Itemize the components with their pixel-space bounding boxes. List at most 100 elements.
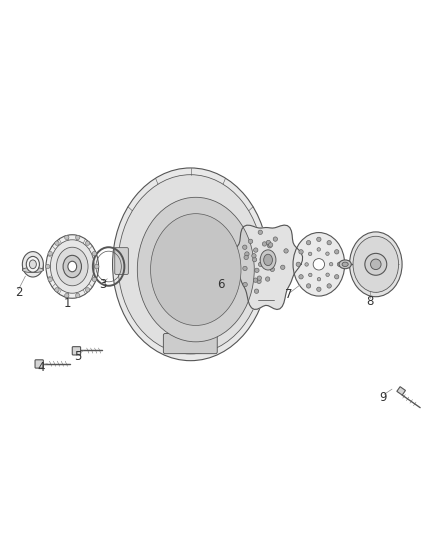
Circle shape — [306, 284, 311, 288]
Ellipse shape — [26, 256, 39, 272]
Circle shape — [270, 267, 275, 271]
Circle shape — [255, 268, 259, 272]
Circle shape — [254, 289, 259, 293]
Circle shape — [257, 276, 261, 280]
Circle shape — [326, 273, 329, 277]
Ellipse shape — [293, 232, 345, 296]
Ellipse shape — [151, 214, 241, 326]
Circle shape — [257, 279, 261, 284]
Text: 8: 8 — [367, 295, 374, 308]
Circle shape — [92, 277, 96, 281]
Circle shape — [85, 241, 90, 245]
Circle shape — [265, 277, 270, 281]
Circle shape — [337, 262, 342, 266]
Circle shape — [48, 277, 53, 281]
Circle shape — [252, 257, 257, 262]
Circle shape — [296, 262, 300, 266]
Circle shape — [262, 242, 267, 246]
Circle shape — [266, 240, 271, 245]
Circle shape — [299, 249, 303, 254]
Circle shape — [258, 230, 262, 235]
Circle shape — [327, 284, 331, 288]
Ellipse shape — [50, 240, 94, 293]
Text: 1: 1 — [64, 297, 72, 310]
Circle shape — [268, 244, 272, 248]
Circle shape — [317, 237, 321, 241]
Circle shape — [252, 254, 256, 258]
Circle shape — [65, 235, 69, 240]
Polygon shape — [397, 386, 406, 395]
Polygon shape — [230, 225, 303, 310]
Ellipse shape — [113, 168, 268, 361]
Circle shape — [65, 293, 69, 298]
Text: 6: 6 — [217, 278, 225, 292]
Ellipse shape — [57, 247, 88, 286]
Text: 2: 2 — [14, 286, 22, 300]
Circle shape — [299, 274, 303, 279]
Ellipse shape — [63, 255, 81, 278]
Ellipse shape — [68, 261, 77, 272]
Circle shape — [365, 253, 387, 275]
Ellipse shape — [29, 260, 36, 269]
Circle shape — [261, 260, 265, 264]
Circle shape — [243, 245, 247, 249]
Circle shape — [48, 252, 53, 256]
Circle shape — [329, 262, 333, 266]
Circle shape — [75, 293, 80, 298]
Circle shape — [85, 288, 90, 292]
Circle shape — [258, 262, 263, 266]
Ellipse shape — [339, 260, 351, 269]
Ellipse shape — [264, 254, 272, 265]
Ellipse shape — [342, 262, 348, 266]
Circle shape — [308, 252, 312, 256]
FancyBboxPatch shape — [243, 267, 260, 299]
Circle shape — [284, 249, 288, 253]
Circle shape — [305, 263, 308, 266]
Circle shape — [326, 252, 329, 255]
Ellipse shape — [353, 236, 399, 292]
Circle shape — [260, 257, 265, 262]
Circle shape — [273, 237, 278, 241]
Ellipse shape — [350, 232, 402, 297]
Circle shape — [254, 248, 258, 252]
Circle shape — [308, 273, 312, 277]
Circle shape — [335, 249, 339, 254]
Ellipse shape — [46, 235, 99, 298]
Circle shape — [55, 288, 59, 292]
Text: 9: 9 — [379, 391, 387, 405]
Circle shape — [268, 265, 273, 269]
Circle shape — [243, 282, 247, 287]
Circle shape — [327, 240, 331, 245]
Circle shape — [92, 252, 96, 256]
FancyBboxPatch shape — [35, 360, 43, 368]
Circle shape — [244, 255, 248, 260]
Circle shape — [248, 239, 253, 244]
Text: 4: 4 — [38, 361, 46, 374]
Circle shape — [317, 278, 321, 281]
Text: 3: 3 — [99, 278, 106, 292]
Ellipse shape — [22, 268, 43, 273]
Circle shape — [46, 264, 50, 269]
Circle shape — [335, 274, 339, 279]
Circle shape — [317, 248, 321, 251]
Ellipse shape — [260, 250, 276, 270]
Circle shape — [307, 240, 311, 245]
Circle shape — [281, 265, 285, 270]
Circle shape — [313, 259, 325, 270]
Circle shape — [243, 266, 247, 271]
Circle shape — [317, 287, 321, 292]
Ellipse shape — [118, 175, 263, 354]
Circle shape — [268, 243, 273, 247]
Ellipse shape — [137, 197, 254, 342]
Circle shape — [55, 241, 59, 245]
FancyBboxPatch shape — [72, 346, 81, 355]
Circle shape — [253, 278, 258, 282]
FancyBboxPatch shape — [115, 248, 128, 274]
Circle shape — [95, 264, 99, 269]
Circle shape — [245, 252, 249, 256]
Circle shape — [371, 259, 381, 270]
Text: 5: 5 — [74, 350, 81, 363]
FancyBboxPatch shape — [163, 334, 217, 354]
Text: 7: 7 — [285, 288, 293, 302]
Ellipse shape — [22, 252, 43, 277]
